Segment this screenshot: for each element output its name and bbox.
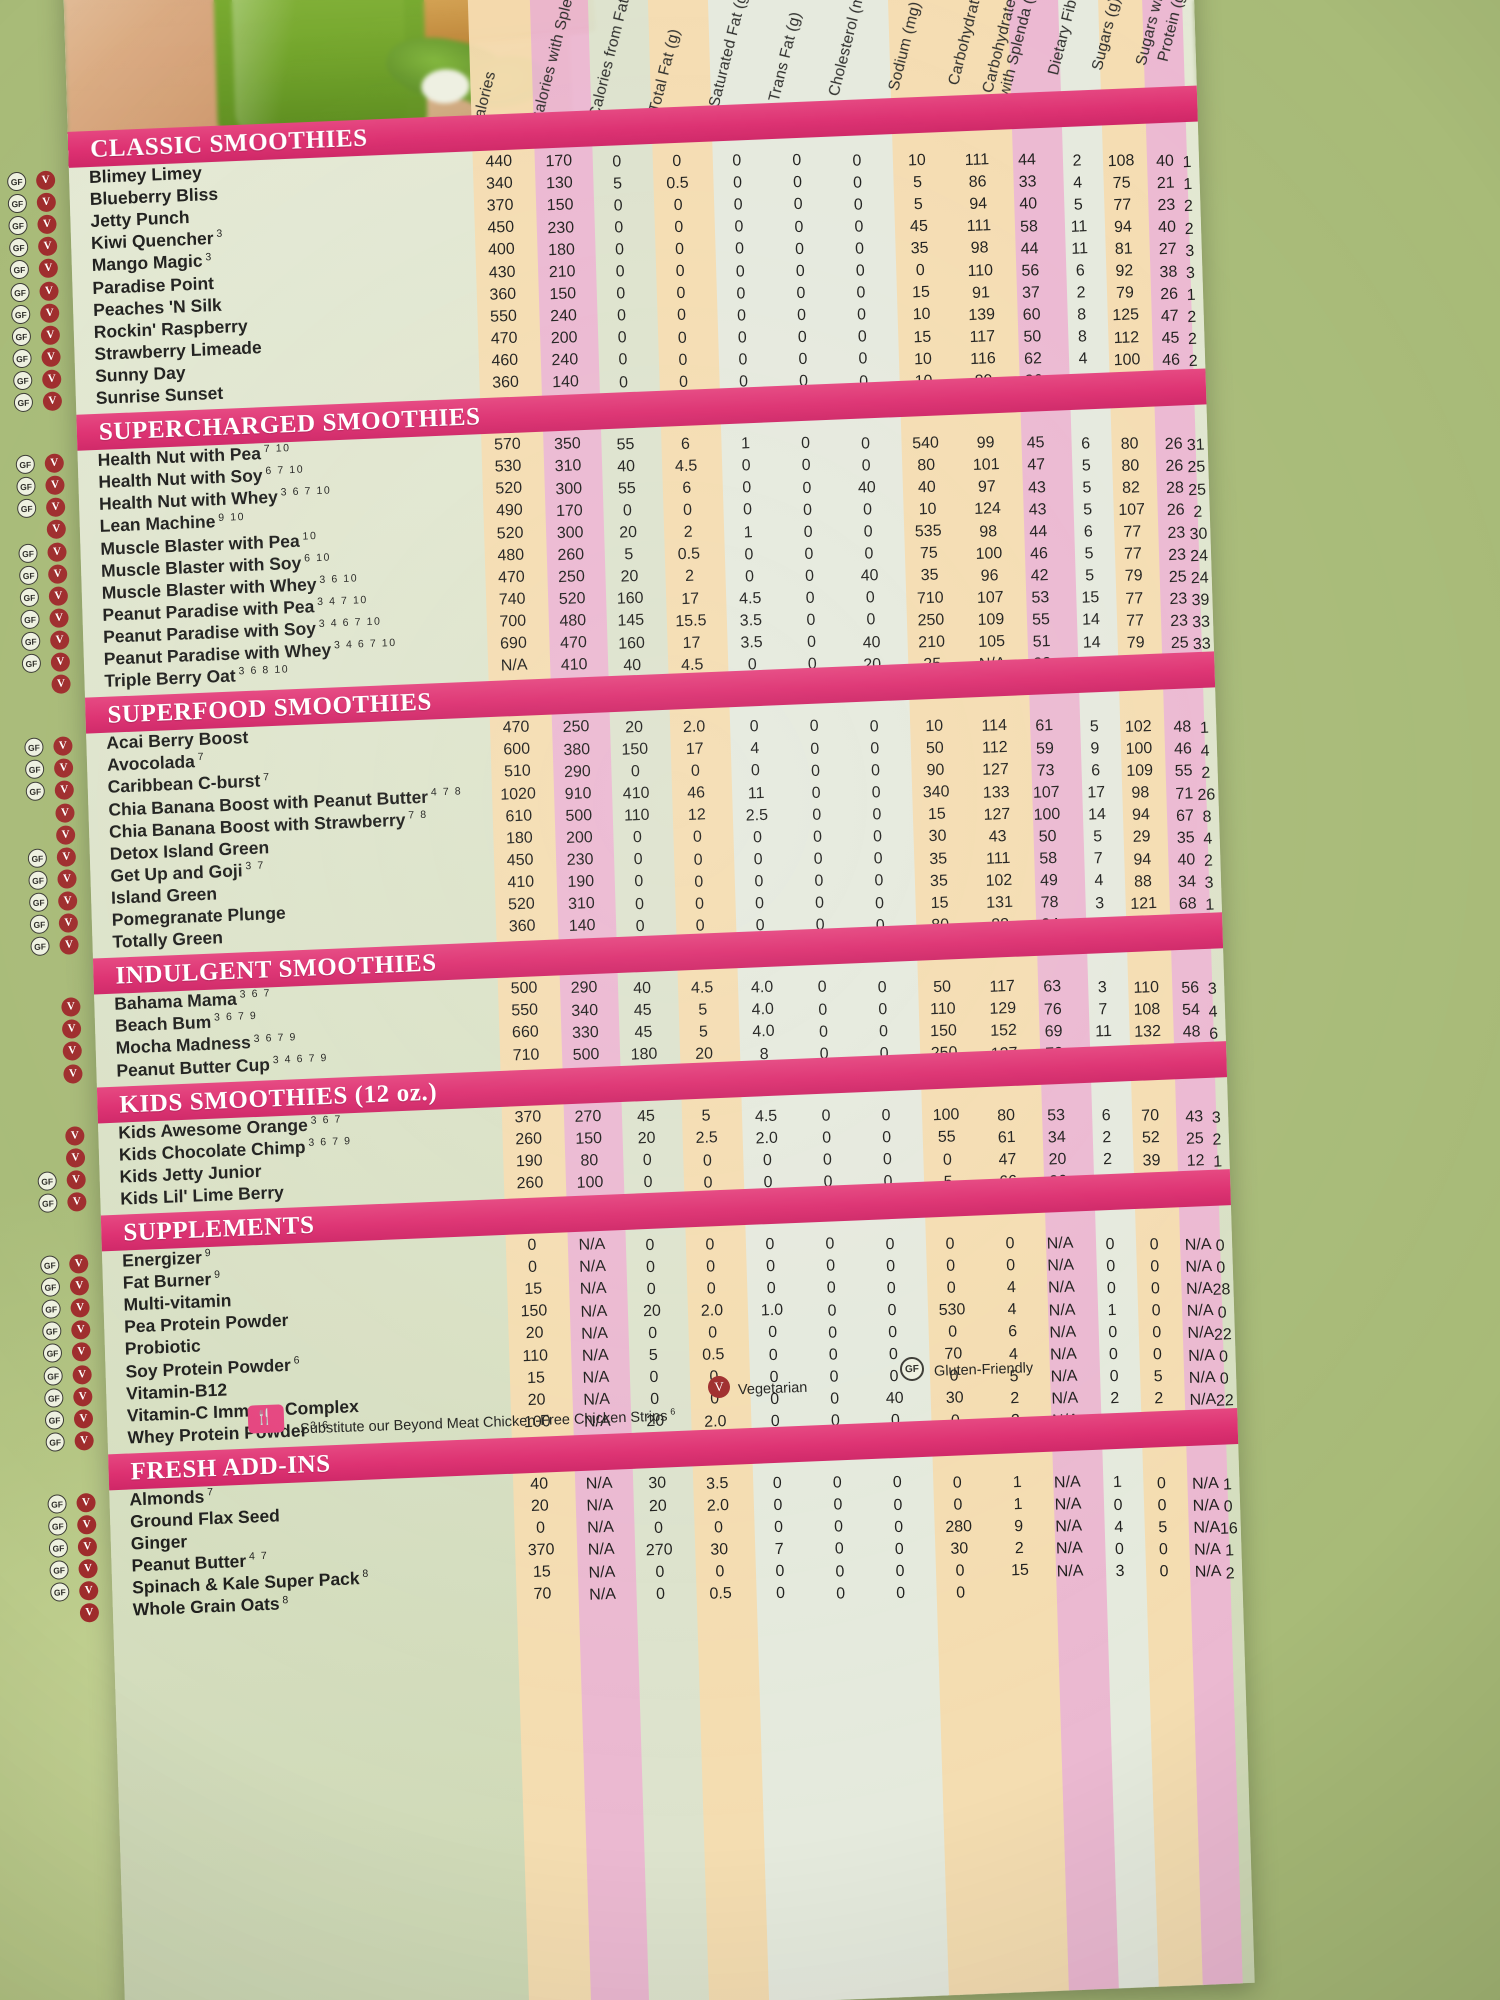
beyond-meat-icon <box>247 1404 285 1434</box>
vegetarian-legend-label: Vegetarian <box>737 1379 808 1399</box>
gluten-friendly-icon: GF <box>899 1356 925 1382</box>
substitute-note: Substitute our Beyond Meat Chicken-Free … <box>300 1406 676 1437</box>
substitute-text: Substitute our Beyond Meat Chicken-Free … <box>299 1408 668 1438</box>
vegetarian-icon: V <box>707 1375 731 1399</box>
gluten-friendly-legend-label: Gluten-Friendly <box>933 1360 1034 1380</box>
substitute-footnote-ref: 6 <box>670 1406 676 1417</box>
